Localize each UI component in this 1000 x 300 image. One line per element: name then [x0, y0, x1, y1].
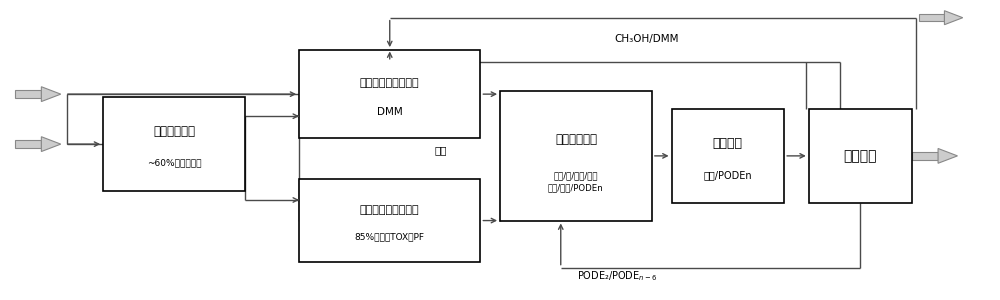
Text: 甲醛/水/甲醇/甲酸
甲醛/甲酸/PODEn: 甲醛/水/甲醇/甲酸 甲醛/甲酸/PODEn [548, 171, 604, 192]
Text: 甲醛生产单元: 甲醛生产单元 [153, 125, 195, 138]
Text: PODE₂/PODE$_{n-6}$: PODE₂/PODE$_{n-6}$ [577, 269, 658, 283]
Bar [299, 179, 480, 262]
Polygon shape [41, 87, 61, 101]
Bar [15, 90, 41, 98]
Bar [299, 50, 480, 138]
Bar [672, 109, 784, 203]
Bar [809, 109, 912, 203]
Text: 精制单元: 精制单元 [713, 137, 743, 150]
Bar [919, 14, 944, 21]
Text: DMM: DMM [377, 107, 403, 117]
Text: 分离单元: 分离单元 [843, 149, 877, 163]
Text: 链封端原料生产单元: 链封端原料生产单元 [360, 78, 420, 88]
Text: 链增长原料生产单元: 链增长原料生产单元 [360, 205, 420, 215]
Text: 甲醇/PODEn: 甲醇/PODEn [704, 170, 752, 180]
Polygon shape [41, 137, 61, 152]
Polygon shape [944, 11, 963, 25]
Bar [15, 140, 41, 148]
Text: 85%甲醛或TOX或PF: 85%甲醛或TOX或PF [355, 232, 425, 242]
Text: 稀醛: 稀醛 [435, 145, 447, 155]
Text: CH₃OH/DMM: CH₃OH/DMM [615, 34, 679, 44]
Bar [103, 97, 245, 191]
Bar [500, 91, 652, 220]
Polygon shape [938, 148, 957, 163]
Bar [912, 152, 938, 160]
Text: ~60%甲醛水溶液: ~60%甲醛水溶液 [147, 158, 201, 167]
Text: 缩合反应单元: 缩合反应单元 [555, 133, 597, 146]
